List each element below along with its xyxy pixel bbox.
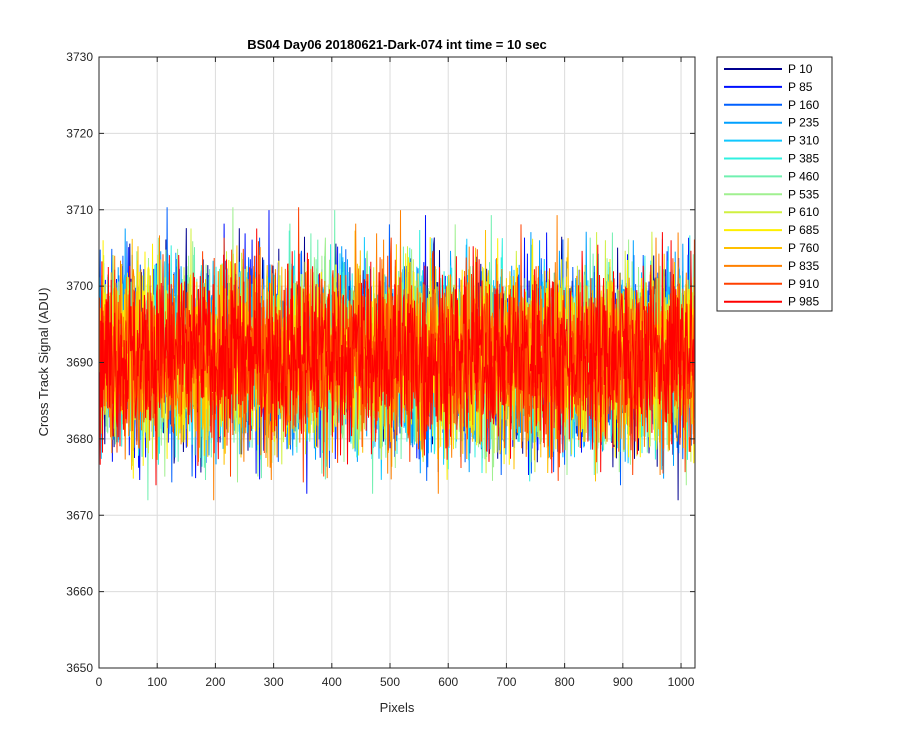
series-lines xyxy=(98,207,695,501)
x-tick-label: 900 xyxy=(613,675,633,689)
legend-label: P 835 xyxy=(788,259,819,273)
y-tick-label: 3690 xyxy=(66,356,93,370)
legend-label: P 760 xyxy=(788,241,819,255)
x-tick-label: 100 xyxy=(147,675,167,689)
y-tick-label: 3710 xyxy=(66,203,93,217)
legend-label: P 85 xyxy=(788,80,813,94)
legend-label: P 235 xyxy=(788,116,819,130)
x-axis-ticks: 0 100 200 300 400 500 600 700 800 900 1000 xyxy=(96,57,695,689)
x-tick-label: 600 xyxy=(438,675,458,689)
x-tick-label: 700 xyxy=(496,675,516,689)
legend-label: P 910 xyxy=(788,277,819,291)
x-tick-label: 500 xyxy=(380,675,400,689)
x-tick-label: 200 xyxy=(205,675,225,689)
y-tick-label: 3670 xyxy=(66,508,93,522)
y-tick-label: 3730 xyxy=(66,50,93,64)
legend-label: P 985 xyxy=(788,295,819,309)
legend-label: P 610 xyxy=(788,205,819,219)
legend-label: P 460 xyxy=(788,169,819,183)
x-tick-label: 1000 xyxy=(668,675,695,689)
legend-box xyxy=(716,56,833,312)
legend-label: P 160 xyxy=(788,98,819,112)
y-tick-label: 3680 xyxy=(66,432,93,446)
x-axis-title: Pixels xyxy=(380,700,415,715)
legend-label: P 310 xyxy=(788,134,819,148)
x-tick-label: 400 xyxy=(322,675,342,689)
y-axis-ticks: 3650 3660 3670 3680 3690 3700 3710 3720 3730 xyxy=(66,50,695,675)
x-tick-label: 800 xyxy=(555,675,575,689)
chart-title: BS04 Day06 20180621-Dark-074 int time = … xyxy=(247,37,547,52)
legend-label: P 535 xyxy=(788,187,819,201)
x-tick-label: 0 xyxy=(96,675,103,689)
legend: P 10 P 85 P 160 P 235 P 310 P 385 P 460 P 535 P … xyxy=(716,56,833,312)
y-tick-label: 3720 xyxy=(66,126,93,140)
legend-label: P 385 xyxy=(788,152,819,166)
x-tick-label: 300 xyxy=(264,675,284,689)
legend-label: P 10 xyxy=(788,62,813,76)
series-line-p985 xyxy=(98,228,695,486)
y-tick-label: 3650 xyxy=(66,661,93,675)
y-tick-label: 3700 xyxy=(66,279,93,293)
y-axis-title: Cross Track Signal (ADU) xyxy=(36,288,51,437)
y-tick-label: 3660 xyxy=(66,585,93,599)
legend-label: P 685 xyxy=(788,223,819,237)
